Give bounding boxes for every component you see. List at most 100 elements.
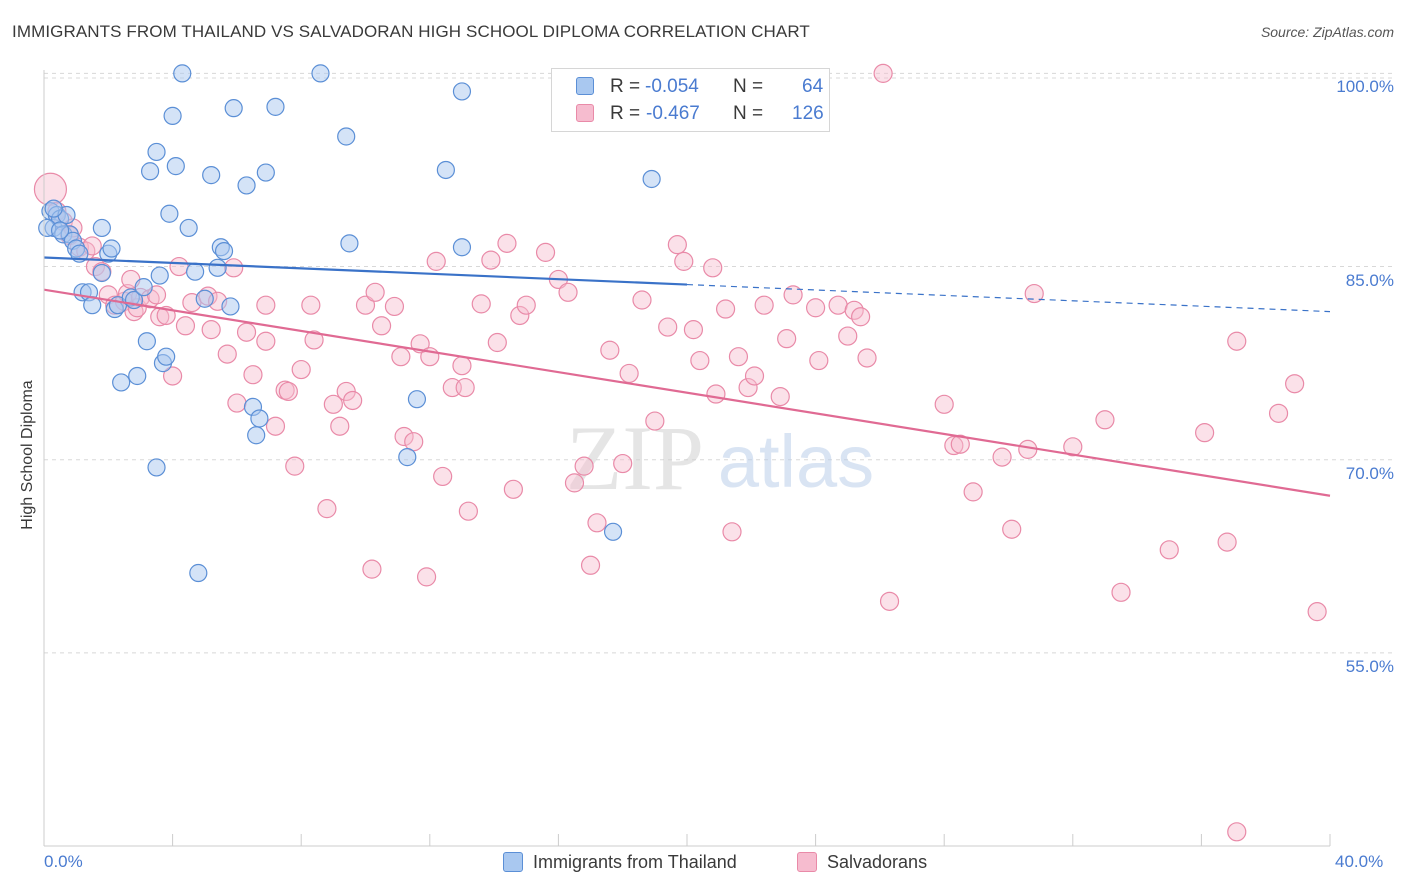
- salvadorans-point: [355, 295, 376, 315]
- salvadorans-point: [323, 394, 343, 414]
- salvadorans-point: [256, 331, 276, 351]
- salvadorans-point: [706, 384, 726, 404]
- thailand-point: [603, 522, 623, 541]
- thailand-point: [452, 82, 472, 101]
- salvadorans-point: [950, 434, 970, 454]
- salvadorans-point: [510, 305, 530, 326]
- salvadorans-point: [362, 559, 382, 579]
- thailand-point: [224, 99, 243, 118]
- salvadorans-point: [658, 317, 678, 337]
- stats-legend: R = -0.054 N = 64 R = -0.467 N = 126: [551, 68, 830, 132]
- thailand-point: [112, 373, 131, 392]
- thailand-point: [407, 390, 427, 409]
- salvadorans-point: [227, 393, 247, 413]
- salvadorans-point: [777, 329, 797, 349]
- salvadorans-point: [516, 295, 536, 315]
- salvadorans-point: [754, 295, 774, 315]
- salvadorans-point: [674, 251, 694, 271]
- thailand-point: [311, 64, 330, 83]
- thailand-point: [195, 289, 214, 308]
- thailand-point: [163, 106, 182, 125]
- thailand-point: [50, 221, 70, 240]
- thailand-points: [38, 64, 661, 583]
- salvadorans-point: [619, 363, 639, 384]
- thailand-point: [452, 238, 472, 257]
- thailand-point: [214, 241, 234, 261]
- r-value-thailand: -0.054: [645, 76, 699, 97]
- x-tick-label-max: 40.0%: [1335, 852, 1384, 871]
- salvadorans-point: [703, 258, 723, 278]
- salvadorans-point: [587, 513, 607, 533]
- legend-label-thailand: Immigrants from Thailand: [533, 852, 737, 872]
- salvadorans-point: [404, 432, 424, 452]
- thailand-point: [102, 239, 121, 258]
- thailand-point: [202, 166, 221, 185]
- salvadorans-point: [169, 256, 189, 277]
- r-value-salvadorans: -0.467: [646, 103, 700, 124]
- salvadorans-point: [497, 233, 517, 253]
- thailand-point: [173, 64, 192, 83]
- salvadorans-point: [770, 386, 790, 407]
- x-axis-ticks: [44, 834, 1331, 847]
- salvadorans-point: [632, 290, 652, 310]
- salvadorans-point: [371, 316, 392, 336]
- salvadorans-point: [683, 320, 704, 340]
- salvadorans-point: [291, 359, 311, 380]
- legend-item-thailand: Immigrants from Thailand: [503, 852, 737, 873]
- thailand-point: [186, 262, 205, 281]
- thailand-point: [166, 157, 185, 176]
- salvadorans-point: [301, 295, 321, 315]
- r-label: R =: [610, 103, 641, 124]
- thailand-point: [157, 347, 176, 366]
- salvadorans-point: [783, 285, 803, 305]
- salvadorans-point: [1095, 410, 1115, 430]
- y-tick-label: 100.0%: [1336, 77, 1394, 97]
- salvadorans-point: [873, 63, 893, 83]
- salvadorans-point: [365, 282, 385, 302]
- thailand-point: [128, 366, 147, 386]
- salvadorans-point: [613, 453, 633, 474]
- salvadorans-point: [838, 326, 858, 346]
- legend-label-salvadorans: Salvadorans: [827, 852, 928, 872]
- y-tick-label: 85.0%: [1345, 270, 1394, 290]
- thailand-point: [266, 97, 285, 116]
- salvadorans-point: [828, 295, 848, 315]
- salvadorans-point: [175, 316, 196, 336]
- salvadorans-point: [1227, 331, 1247, 351]
- salvadorans-point: [992, 447, 1012, 467]
- salvadorans-point: [574, 456, 594, 476]
- salvadorans-point: [600, 340, 620, 360]
- legend-item-salvadorans: Salvadorans: [797, 852, 927, 873]
- salvadorans-point: [744, 366, 765, 386]
- salvadorans-points: [33, 63, 1327, 842]
- salvadorans-point: [433, 466, 453, 487]
- salvadorans-point: [384, 296, 405, 317]
- thailand-point: [237, 176, 256, 195]
- n-label: N =: [733, 76, 764, 97]
- source-credit: Source: ZipAtlas.com: [1260, 24, 1394, 40]
- thailand-trend-line: [43, 256, 688, 286]
- salvadorans-point: [1217, 532, 1237, 552]
- thailand-point: [221, 297, 240, 316]
- salvadorans-point: [580, 555, 601, 575]
- salvadorans-point: [645, 411, 665, 431]
- watermark: ZIP atlas: [566, 407, 874, 509]
- salvadorans-point: [503, 479, 523, 499]
- trend-lines: [43, 256, 1331, 497]
- thailand-point: [147, 142, 166, 162]
- salvadorans-point: [224, 258, 244, 278]
- salvadorans-point: [236, 322, 257, 342]
- n-label: N =: [733, 103, 764, 124]
- salvadorans-point: [851, 307, 871, 327]
- salvadorans-point: [722, 522, 742, 542]
- salvadorans-point: [1159, 540, 1179, 560]
- thailand-point: [398, 448, 417, 467]
- salvadorans-point: [217, 344, 237, 364]
- thailand-point: [140, 162, 160, 181]
- thailand-point: [150, 266, 169, 285]
- salvadorans-point: [690, 350, 710, 371]
- salvadorans-point: [1024, 283, 1044, 304]
- n-value-thailand: 64: [802, 76, 824, 97]
- salvadorans-point: [201, 320, 221, 340]
